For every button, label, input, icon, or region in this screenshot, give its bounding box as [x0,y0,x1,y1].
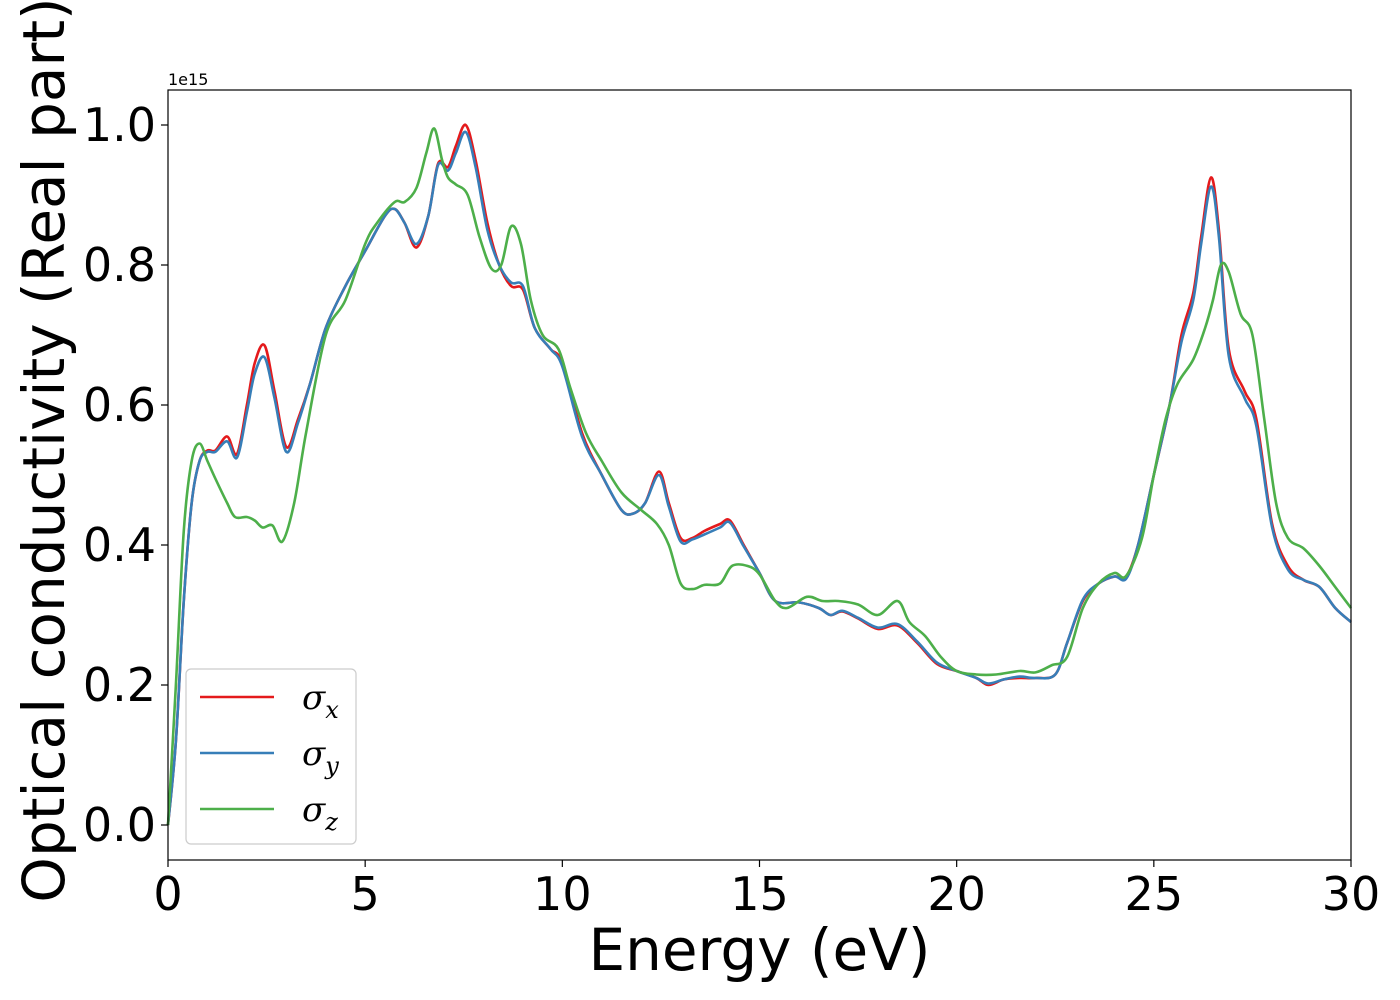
y-tick-label: 0.6 [83,378,156,432]
y-tick-label: 0.8 [83,238,156,292]
x-tick-label: 15 [730,867,789,921]
legend-label-symbol: σ [302,734,326,774]
legend-label-symbol: σ [302,678,326,718]
y-axis-title: Optical conductivity (Real part) [10,0,78,903]
y-tick-label: 1.0 [83,98,156,152]
legend-label-subscript: z [324,808,338,836]
y-tick-label: 0.2 [83,658,156,712]
ticks-layer: 0 5 10 15 20 25 30 0.0 0.2 0.4 0.6 0.8 1.0 [83,98,1380,921]
x-tick-label: 25 [1125,867,1184,921]
legend-label-y: σy [302,734,339,780]
x-tick-label: 0 [153,867,182,921]
legend-label-symbol: σ [302,790,326,830]
x-tick-label: 10 [533,867,592,921]
legend-label-subscript: x [325,696,339,724]
x-tick-label: 20 [927,867,986,921]
series-layer [166,123,1353,826]
legend-label-x: σx [302,678,339,724]
series-line-z [166,127,1353,826]
legend-label-z: σz [302,790,338,836]
y-tick-label: 0.0 [83,798,156,852]
y-offset-label: 1e15 [168,70,208,89]
x-axis-title: Energy (eV) [588,916,930,984]
x-tick-label: 30 [1322,867,1381,921]
legend-label-subscript: y [324,752,339,780]
y-tick-label: 0.4 [83,518,156,572]
x-tick-label: 5 [351,867,380,921]
legend-box [185,668,357,845]
